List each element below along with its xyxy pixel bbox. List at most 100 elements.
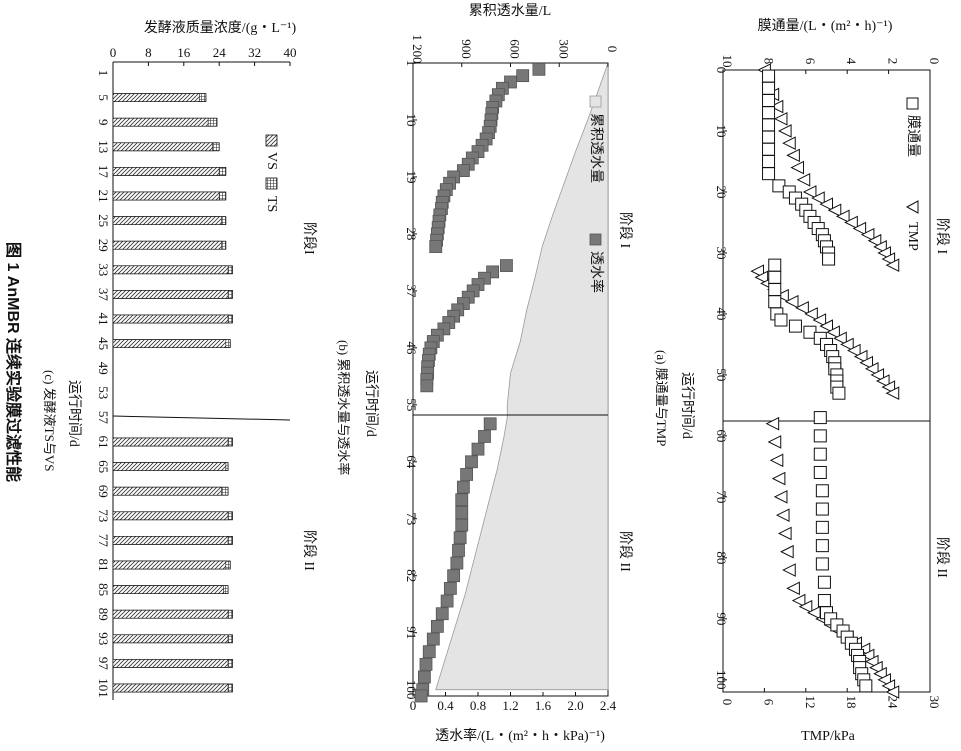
- tmp-point: [811, 191, 825, 205]
- permeability-point: [453, 531, 467, 545]
- b-perm-tick-label: 1.6: [535, 698, 552, 713]
- panel-c-axis-ticks: 0 8 16 24 32 40 1 5 9 13 17 21 25 29 33 37 41 45 49 53 57 61 6…: [96, 45, 297, 698]
- permeability-point: [430, 619, 444, 633]
- panel-b-permeability: 累积透水量/L 11019283746556473829110003006009…: [336, 3, 633, 744]
- tmp-point: [885, 685, 900, 699]
- permeability-points: [414, 62, 546, 703]
- flux-point: [762, 118, 776, 132]
- flux-point: [815, 520, 829, 534]
- b-cum-tick-label: 1 200: [410, 34, 425, 63]
- a-flux-tick-label: 8: [761, 58, 776, 65]
- b-perm-tick-label: 2.0: [567, 698, 583, 713]
- c-category-label: 37: [96, 288, 111, 302]
- flux-point: [817, 594, 831, 608]
- a-flux-tick-label: 0: [927, 58, 942, 65]
- c-category-label: 5: [96, 94, 111, 101]
- tmp-point: [775, 288, 789, 303]
- flux-point: [762, 167, 776, 181]
- flux-point: [768, 258, 782, 272]
- c-category-label: 89: [96, 608, 111, 621]
- permeability-point: [429, 240, 443, 253]
- flux-point: [813, 465, 827, 479]
- c-value-tick-label: 0: [110, 45, 117, 60]
- permeability-point: [435, 607, 449, 621]
- c-category-label: 81: [96, 559, 111, 572]
- panel-b-bottom-label: 透水率/(L・(m²・h・kPa)⁻¹): [435, 727, 605, 744]
- permeability-point: [455, 518, 469, 532]
- a-day-tick-label: 50: [714, 368, 729, 381]
- tmp-point: [877, 672, 891, 687]
- c-category-label: 9: [96, 119, 111, 126]
- tmp-point: [773, 111, 788, 126]
- tmp-point: [864, 361, 879, 376]
- panel-c-xlabel: 运行时间/d: [66, 380, 82, 447]
- c-category-label: 77: [96, 534, 111, 548]
- permeability-point: [465, 455, 478, 469]
- permeability-point: [455, 493, 469, 507]
- tmp-point: [826, 325, 840, 340]
- c-category-label: 49: [96, 362, 111, 375]
- vs-bar: [112, 314, 229, 324]
- tmp-point: [819, 319, 833, 333]
- tmp-point: [769, 453, 784, 468]
- a-flux-tick-label: 4: [844, 58, 859, 65]
- panel-c-phase-divider: [112, 415, 291, 421]
- flux-point: [762, 142, 776, 156]
- panel-a-flux-tmp: 膜通量/(L・(m²・h)⁻¹) 01020304050607080901000…: [654, 18, 950, 744]
- tmp-point: [771, 471, 786, 486]
- c-category-label: 29: [96, 239, 111, 252]
- permeability-point: [483, 417, 497, 431]
- flux-point: [815, 557, 829, 571]
- tmp-point: [777, 526, 792, 541]
- flux-point: [768, 283, 782, 297]
- tmp-point: [860, 648, 875, 663]
- panel-a-subtitle: (a) 膜通量与TMP: [654, 350, 669, 446]
- c-category-label: 33: [96, 263, 111, 276]
- tmp-point: [877, 246, 891, 260]
- legend-vs-label: VS: [264, 152, 279, 170]
- b-day-tick-label: 55: [404, 398, 419, 411]
- flux-point: [768, 295, 782, 309]
- panel-c-phase2-label: 阶段 II: [301, 530, 317, 571]
- tmp-point: [833, 331, 847, 346]
- c-category-label: 41: [96, 313, 111, 326]
- legend-ts-label: TS: [264, 196, 279, 212]
- c-value-tick-label: 8: [145, 45, 152, 60]
- tmp-point: [859, 355, 874, 370]
- legend-flux-swatch: [906, 97, 919, 110]
- tmp-point: [881, 252, 896, 266]
- tmp-point: [819, 197, 833, 211]
- panel-b-subtitle: (b) 累积透水量与透水率: [336, 340, 351, 475]
- permeability-point: [516, 69, 530, 83]
- flux-point: [832, 386, 846, 400]
- figure-caption: 图 1 AnMBR 连续实验膜过滤性能: [4, 242, 23, 482]
- permeability-point: [456, 480, 470, 494]
- tmp-point: [795, 301, 809, 315]
- a-day-tick-label: 0: [714, 67, 729, 74]
- flux-point: [822, 252, 836, 266]
- permeability-point: [532, 62, 546, 76]
- permeability-point: [414, 689, 428, 703]
- vs-bar: [112, 560, 227, 570]
- flux-point: [762, 154, 776, 168]
- flux-point: [815, 502, 829, 516]
- tmp-point: [786, 581, 800, 596]
- c-category-label: 69: [96, 485, 111, 498]
- flux-point: [762, 81, 776, 95]
- a-day-tick-label: 30: [714, 246, 729, 259]
- b-perm-tick-label: 0: [410, 698, 417, 713]
- tmp-point: [790, 160, 805, 175]
- tmp-point: [835, 209, 850, 224]
- vs-bar: [112, 339, 227, 348]
- b-day-tick-label: 1: [404, 60, 419, 67]
- a-day-tick-label: 60: [714, 429, 729, 442]
- c-category-label: 53: [96, 386, 111, 399]
- vs-bar: [112, 240, 222, 250]
- tmp-point: [846, 343, 861, 358]
- legend-vs-swatch: [265, 134, 278, 147]
- panel-c-ts-vs: 发酵液质量浓度/(g・L⁻¹) 0 8 16 24 32 40 1 5 9 13 17 21 25 29 3…: [4, 20, 317, 700]
- b-day-tick-label: 28: [404, 227, 419, 240]
- tmp-point: [853, 349, 868, 364]
- b-day-tick-label: 82: [404, 569, 419, 582]
